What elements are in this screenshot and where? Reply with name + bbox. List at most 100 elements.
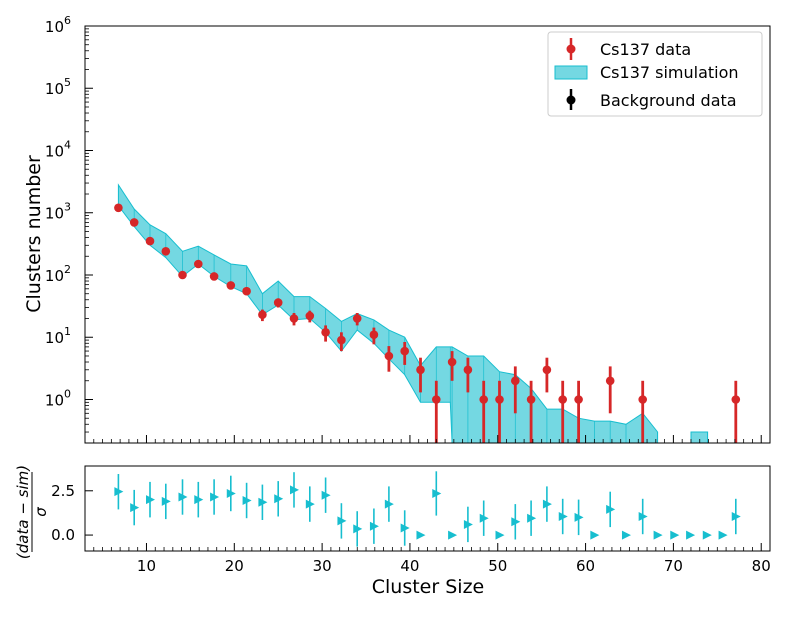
residual-point (384, 499, 394, 509)
data-point (558, 395, 567, 404)
y-tick-label: 105 (45, 76, 71, 98)
residual-point (574, 512, 584, 522)
data-point (416, 365, 425, 375)
legend-label-data: Cs137 data (600, 40, 691, 59)
data-points-layer (114, 203, 741, 443)
y-tick-base: 10 (45, 267, 64, 285)
legend-label-background: Background data (600, 91, 737, 110)
residual-point (194, 495, 204, 505)
residual-point (558, 511, 568, 521)
y-tick-exponent: 3 (64, 201, 71, 214)
data-point (114, 203, 123, 213)
y-tick-label: 101 (45, 325, 71, 347)
y-tick-exponent: 2 (64, 263, 71, 276)
residual-point (161, 496, 171, 506)
residual-axes: 0.0 2.5 10 20 30 40 50 60 70 80 (51, 465, 771, 575)
residual-point (542, 499, 552, 509)
residual-point (274, 494, 284, 504)
residual-y-tick-label: 2.5 (51, 482, 75, 500)
legend-frame (547, 31, 763, 117)
residual-point (590, 530, 600, 540)
x-axis-label: Cluster Size (372, 576, 484, 598)
data-point (731, 395, 741, 404)
residual-point (337, 516, 347, 526)
y-tick-label: 100 (45, 387, 71, 409)
residual-point (448, 530, 458, 540)
data-point (273, 298, 283, 307)
residual-point (130, 503, 140, 513)
legend-simulation-swatch (554, 65, 588, 80)
residual-point (621, 530, 631, 540)
legend-background-marker (566, 95, 576, 105)
data-point (511, 376, 520, 386)
y-axis-label: Clusters number (23, 155, 45, 313)
residual-y-tick-label: 0.0 (51, 526, 75, 544)
data-point (178, 270, 187, 280)
residual-point (463, 519, 473, 529)
data-point (479, 395, 489, 404)
residual-point (718, 530, 728, 540)
residual-point (702, 530, 712, 540)
y-tick-base: 10 (45, 80, 64, 98)
x-tick-label: 50 (488, 557, 507, 575)
data-point (369, 330, 379, 340)
data-point (194, 259, 203, 269)
data-point (542, 365, 552, 375)
simulation-band-2 (690, 431, 709, 444)
residual-point (242, 496, 252, 506)
residual-point (495, 530, 505, 540)
x-tick-label: 20 (225, 557, 244, 575)
residual-point (653, 530, 663, 540)
residual-panel: 0.0 2.5 10 20 30 40 50 60 70 80 (data − sim) σ Cl… (14, 465, 771, 598)
x-tick-label: 60 (576, 557, 595, 575)
y-tick-label: 106 (45, 14, 71, 36)
data-point (226, 281, 236, 290)
data-point (129, 218, 139, 227)
y-tick-exponent: 5 (64, 76, 71, 89)
y-tick-base: 10 (45, 18, 64, 36)
residual-point (527, 513, 537, 523)
y-tick-label: 103 (45, 201, 71, 223)
residual-point (226, 488, 236, 498)
residual-point (305, 499, 315, 509)
y-tick-exponent: 6 (64, 14, 71, 27)
residual-point (686, 530, 696, 540)
residual-point (479, 513, 489, 523)
residual-point (321, 490, 331, 500)
residual-point (606, 504, 616, 514)
data-point (384, 351, 394, 361)
residual-point (511, 517, 521, 527)
y-tick-base: 10 (45, 205, 64, 223)
residual-ylabel-numerator: (data − sim) (14, 465, 32, 559)
y-tick-base: 10 (45, 142, 64, 160)
residual-point (258, 497, 268, 507)
residual-point (353, 524, 363, 534)
data-point (432, 395, 441, 404)
residual-point (369, 521, 379, 531)
data-point (242, 286, 251, 296)
x-tick-label: 80 (752, 557, 771, 575)
data-point (305, 311, 315, 321)
data-point (447, 357, 457, 367)
y-tick-base: 10 (45, 329, 64, 347)
residual-point (210, 492, 220, 502)
y-tick-exponent: 1 (64, 325, 71, 338)
residual-points-layer (114, 471, 741, 547)
residual-point (114, 487, 124, 497)
y-tick-base: 10 (45, 391, 64, 409)
residual-point (416, 530, 426, 540)
residual-point (731, 511, 741, 521)
data-point (400, 346, 410, 356)
x-tick-label: 30 (313, 557, 332, 575)
y-tick-label: 104 (45, 138, 71, 160)
data-point (574, 395, 583, 404)
data-point (638, 395, 647, 404)
y-tick-exponent: 0 (64, 387, 71, 400)
residual-point (400, 523, 410, 533)
data-point (161, 247, 171, 256)
x-tick-label: 40 (400, 557, 419, 575)
residual-ylabel-denominator: σ (32, 507, 50, 517)
data-point (258, 310, 267, 320)
